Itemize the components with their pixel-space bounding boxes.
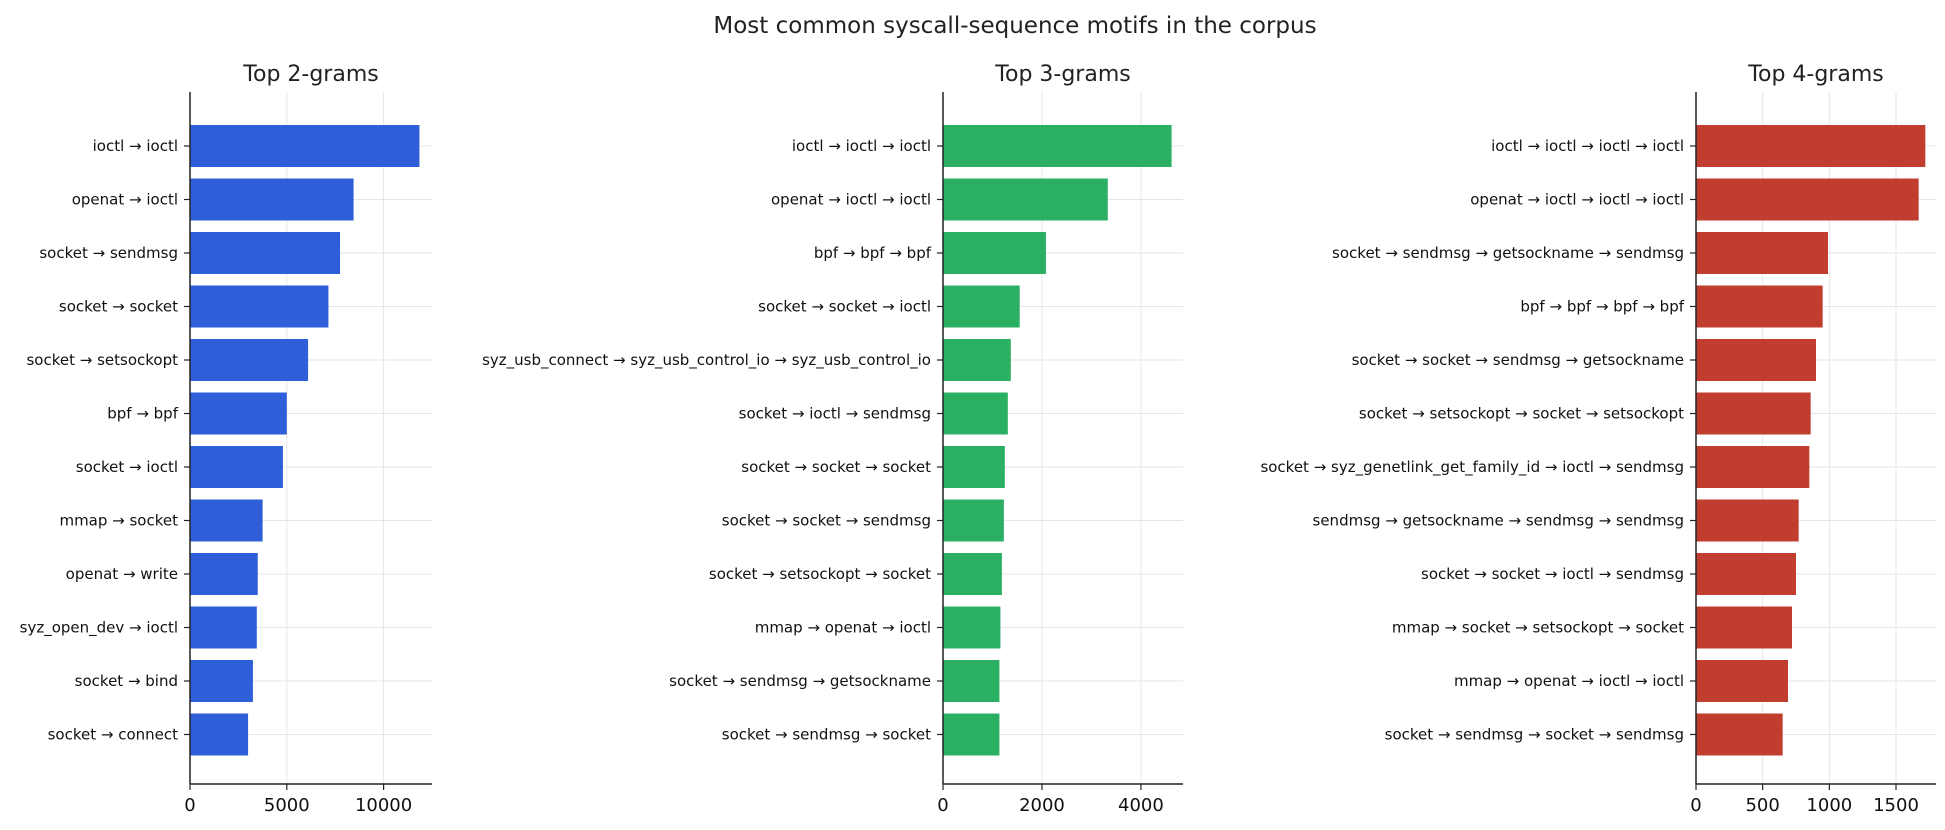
x-tick-label: 0 bbox=[1690, 795, 1701, 816]
bar bbox=[190, 553, 258, 595]
panel-title: Top 2-grams bbox=[242, 62, 378, 87]
bar bbox=[1696, 125, 1926, 167]
category-label: socket → setsockopt → socket → setsockop… bbox=[1359, 405, 1684, 423]
x-tick-label: 0 bbox=[937, 795, 948, 816]
category-label: socket → socket → ioctl → sendmsg bbox=[1421, 565, 1684, 583]
category-label: socket → sendmsg bbox=[39, 244, 178, 262]
category-label: socket → socket → sendmsg → getsockname bbox=[1352, 351, 1684, 369]
bar bbox=[190, 125, 420, 167]
figure-title: Most common syscall-sequence motifs in t… bbox=[713, 13, 1316, 39]
bar bbox=[190, 339, 309, 381]
bar bbox=[943, 606, 1001, 649]
category-label: openat → ioctl → ioctl bbox=[771, 191, 931, 209]
category-label: socket → syz_genetlink_get_family_id → i… bbox=[1260, 458, 1684, 477]
category-label: bpf → bpf → bpf → bpf bbox=[1520, 298, 1684, 316]
x-tick-label: 5000 bbox=[264, 795, 310, 816]
category-label: sendmsg → getsockname → sendmsg → sendms… bbox=[1313, 512, 1684, 530]
bar bbox=[190, 499, 263, 542]
bar bbox=[943, 392, 1008, 435]
bar bbox=[190, 713, 249, 756]
bar bbox=[943, 446, 1005, 488]
bar bbox=[1696, 606, 1792, 649]
bar bbox=[190, 606, 257, 649]
category-label: syz_usb_connect → syz_usb_control_io → s… bbox=[482, 351, 931, 370]
x-tick-label: 10000 bbox=[355, 795, 412, 816]
category-label: mmap → openat → ioctl → ioctl bbox=[1454, 672, 1684, 690]
category-label: mmap → socket → setsockopt → socket bbox=[1392, 619, 1684, 637]
bar bbox=[1696, 339, 1816, 381]
bar bbox=[943, 125, 1172, 167]
category-label: socket → socket → socket bbox=[741, 458, 931, 476]
bar bbox=[1696, 392, 1811, 435]
bar bbox=[190, 660, 253, 702]
category-label: socket → setsockopt → socket bbox=[709, 565, 931, 583]
category-label: bpf → bpf bbox=[107, 405, 178, 423]
category-label: socket → socket → ioctl bbox=[758, 298, 931, 316]
bar bbox=[943, 339, 1011, 381]
bar bbox=[943, 285, 1020, 328]
bar bbox=[1696, 446, 1810, 488]
category-label: socket → connect bbox=[48, 726, 179, 744]
category-label: mmap → openat → ioctl bbox=[755, 619, 931, 637]
bar bbox=[190, 392, 287, 435]
x-tick-label: 0 bbox=[184, 795, 195, 816]
category-label: socket → sendmsg → getsockname bbox=[669, 672, 931, 690]
panel-title: Top 4-grams bbox=[1747, 62, 1883, 87]
panel-3: Top 4-grams 0 500 1000 1500 ioctl → ioctl → i… bbox=[1260, 62, 1936, 816]
x-tick-label: 500 bbox=[1745, 795, 1779, 816]
bar bbox=[190, 285, 329, 328]
panel-1: Top 2-grams 0 5000 10000 ioctl → ioctl openat… bbox=[20, 62, 432, 816]
category-label: socket → sendmsg → getsockname → sendmsg bbox=[1332, 244, 1684, 262]
category-label: socket → bind bbox=[75, 672, 178, 690]
x-tick-label: 4000 bbox=[1118, 795, 1164, 816]
category-label: socket → setsockopt bbox=[26, 351, 178, 369]
bar bbox=[943, 553, 1002, 595]
bar bbox=[190, 232, 341, 274]
x-tick-label: 1500 bbox=[1873, 795, 1919, 816]
bar bbox=[943, 660, 1000, 702]
bar bbox=[1696, 499, 1799, 542]
category-label: socket → ioctl → sendmsg bbox=[739, 405, 931, 423]
category-label: openat → ioctl → ioctl → ioctl bbox=[1470, 191, 1684, 209]
category-label: syz_open_dev → ioctl bbox=[20, 619, 178, 638]
category-label: socket → sendmsg → socket bbox=[722, 726, 931, 744]
panel-2: Top 3-grams 0 2000 4000 ioctl → ioctl → ioct… bbox=[482, 62, 1183, 816]
category-label: socket → sendmsg → socket → sendmsg bbox=[1385, 726, 1684, 744]
category-label: ioctl → ioctl → ioctl bbox=[792, 137, 931, 155]
category-label: mmap → socket bbox=[59, 512, 178, 530]
bar bbox=[943, 232, 1046, 274]
category-label: socket → socket → sendmsg bbox=[722, 512, 931, 530]
bar bbox=[190, 446, 283, 488]
panel-title: Top 3-grams bbox=[994, 62, 1130, 87]
category-label: ioctl → ioctl → ioctl → ioctl bbox=[1491, 137, 1684, 155]
bar bbox=[1696, 713, 1783, 756]
x-tick-label: 1000 bbox=[1806, 795, 1852, 816]
bar bbox=[1696, 553, 1796, 595]
category-label: socket → socket bbox=[59, 298, 178, 316]
category-label: bpf → bpf → bpf bbox=[814, 244, 932, 262]
bar bbox=[943, 499, 1004, 542]
category-label: openat → ioctl bbox=[72, 191, 178, 209]
category-label: openat → write bbox=[66, 565, 178, 583]
bar bbox=[1696, 178, 1919, 221]
bar bbox=[190, 178, 354, 221]
bar bbox=[1696, 660, 1788, 702]
category-label: ioctl → ioctl bbox=[93, 137, 178, 155]
bar bbox=[943, 713, 1000, 756]
bar bbox=[1696, 285, 1823, 328]
bar bbox=[1696, 232, 1828, 274]
category-label: socket → ioctl bbox=[76, 458, 178, 476]
bar bbox=[943, 178, 1108, 221]
x-tick-label: 2000 bbox=[1019, 795, 1065, 816]
